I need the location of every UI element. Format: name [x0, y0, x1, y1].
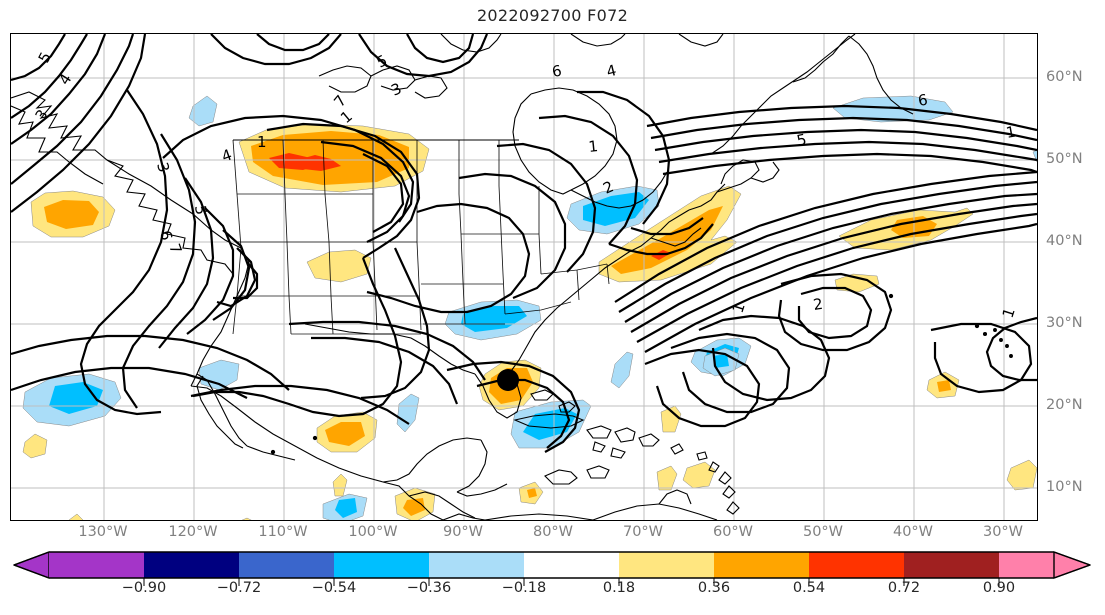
anomaly-patch-carib-small-3: [682, 461, 716, 489]
lon-tick-40w: 40°W: [892, 524, 934, 540]
lon-tick-50w: 50°W: [802, 524, 844, 540]
lat-tick-10n: 10°N: [1046, 479, 1083, 495]
lon-tick-90w: 90°W: [442, 524, 484, 540]
coastlines-layer: [11, 34, 1013, 520]
map-canvas: 5 4 3 3 4 5 6 7 5 3 7 1 6 4 1 2 6: [11, 34, 1037, 520]
map-panel[interactable]: 5 4 3 3 4 5 6 7 5 3 7 1 6 4 1 2 6: [10, 33, 1038, 521]
anomaly-patch-pacific-small-4: [322, 493, 368, 520]
svg-text:1: 1: [588, 137, 599, 156]
svg-text:5: 5: [795, 130, 808, 150]
svg-text:6: 6: [156, 229, 176, 243]
anomaly-patch-carib-small-2: [656, 465, 678, 491]
anomaly-patch-gulfcal-cool: [198, 359, 240, 391]
contour-lines-layer: [11, 34, 1037, 453]
svg-text:6: 6: [551, 62, 564, 81]
anomaly-patch-ne-gridline-cool: [188, 95, 218, 127]
lon-tick-110w: 110°W: [258, 524, 308, 540]
svg-text:1: 1: [337, 107, 356, 127]
colorbar-tick-neg072: −0.72: [216, 580, 262, 596]
lon-tick-70w: 70°W: [622, 524, 664, 540]
lon-tick-30w: 30°W: [982, 524, 1024, 540]
lat-tick-40n: 40°N: [1046, 233, 1083, 249]
lat-tick-60n: 60°N: [1046, 69, 1083, 85]
anomaly-patch-pacific-small-3: [68, 513, 84, 520]
svg-text:3: 3: [153, 160, 173, 174]
svg-text:4: 4: [219, 146, 234, 166]
colorbar[interactable]: −0.90 −0.72 −0.54 −0.36 −0.18 0.18 0.36 …: [0, 548, 1105, 615]
lon-tick-80w: 80°W: [532, 524, 574, 540]
colorbar-canvas: [13, 551, 1091, 586]
colorbar-tick-pos018: 0.18: [602, 580, 636, 596]
anomaly-patch-atl-warm-small: [926, 371, 960, 399]
colorbar-tick-neg090: −0.90: [121, 580, 167, 596]
svg-text:5: 5: [35, 49, 55, 66]
colorbar-tick-pos072: 0.72: [887, 580, 921, 596]
svg-text:1: 1: [999, 306, 1019, 321]
colorbar-under-arrow: [13, 551, 50, 579]
anomaly-patch-arctic-cool: [832, 95, 954, 123]
svg-text:1: 1: [1005, 123, 1018, 142]
svg-text:5: 5: [191, 204, 210, 216]
anomaly-patch-carib-small-1: [660, 405, 682, 433]
colorbar-tick-pos054: 0.54: [792, 580, 826, 596]
anomaly-patch-bahamas-cool: [610, 351, 634, 389]
anomaly-patch-mexico-warm: [316, 411, 378, 453]
lon-tick-100w: 100°W: [348, 524, 398, 540]
svg-text:4: 4: [605, 61, 619, 81]
anomaly-patch-carolinas-cool: [444, 299, 542, 341]
anomaly-patch-pacific-small-1: [332, 473, 348, 497]
anomaly-patch-atl-warm-small-2: [1006, 459, 1037, 491]
svg-text:3: 3: [388, 79, 404, 99]
anomaly-patch-gulfmex-cool: [396, 393, 420, 433]
anomaly-patch-camerica-warm: [394, 487, 436, 520]
colorbar-tick-neg036: −0.36: [406, 580, 452, 596]
colorbar-tick-neg018: −0.18: [501, 580, 547, 596]
svg-text:2: 2: [812, 295, 824, 314]
lat-tick-30n: 30°N: [1046, 315, 1083, 331]
colorbar-over-arrow: [1053, 551, 1091, 579]
lon-tick-130w: 130°W: [78, 524, 128, 540]
colorbar-tick-pos090: 0.90: [982, 580, 1016, 596]
svg-text:1: 1: [257, 133, 267, 151]
lon-tick-60w: 60°W: [712, 524, 754, 540]
colorbar-ticks: [143, 578, 1000, 586]
anomaly-patch-atl-cool-small: [702, 347, 740, 377]
lat-tick-50n: 50°N: [1046, 151, 1083, 167]
storm-center-marker: [497, 369, 519, 391]
svg-text:7: 7: [330, 92, 350, 111]
svg-text:7: 7: [165, 241, 185, 256]
colorbar-tick-pos036: 0.36: [697, 580, 731, 596]
svg-text:4: 4: [55, 70, 75, 88]
colorbar-swatches: [13, 551, 1091, 579]
anomaly-patch-cplains-warm: [306, 249, 372, 283]
lat-tick-20n: 20°N: [1046, 397, 1083, 413]
svg-text:6: 6: [917, 91, 930, 110]
anomaly-patch-pac-nw-warm: [30, 190, 116, 238]
page-title: 2022092700 F072: [476, 6, 629, 25]
anomaly-patch-pacific-small-2: [241, 517, 252, 520]
colorbar-tick-neg054: −0.54: [311, 580, 357, 596]
anomaly-patch-carib-small-4: [518, 481, 544, 505]
anomaly-patch-pac-sw-small: [22, 433, 48, 459]
lon-tick-120w: 120°W: [168, 524, 218, 540]
